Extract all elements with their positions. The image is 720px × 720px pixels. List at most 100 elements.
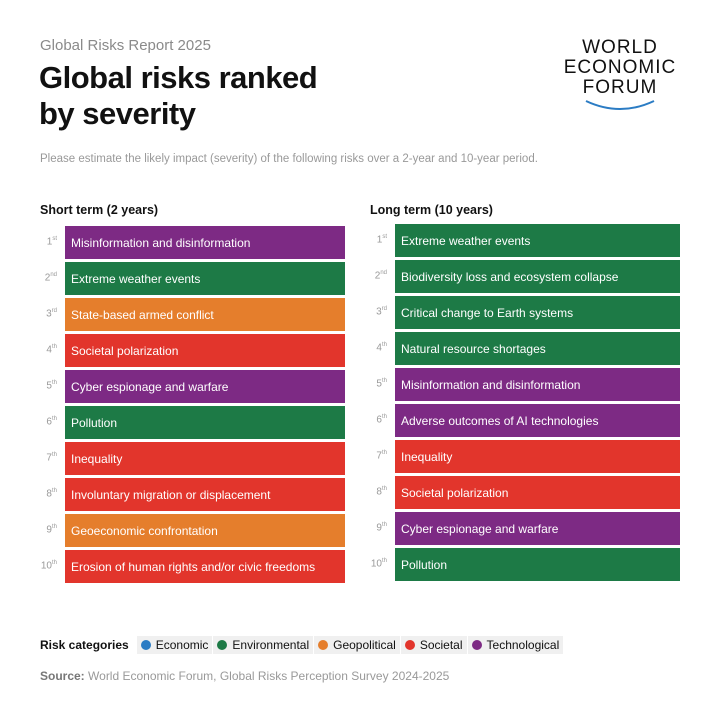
rank: 6th bbox=[27, 416, 57, 427]
risk-row: Extreme weather events bbox=[65, 262, 345, 295]
rank-number: 6 bbox=[376, 414, 382, 426]
rank: 2nd bbox=[27, 272, 57, 283]
rank: 2nd bbox=[357, 270, 387, 281]
rank: 10th bbox=[357, 558, 387, 569]
title: Global risks ranked by severity bbox=[39, 60, 318, 132]
risk-row: Societal polarization bbox=[395, 476, 680, 509]
rank: 3rd bbox=[27, 308, 57, 319]
rank-suffix: th bbox=[51, 380, 57, 386]
rank-suffix: th bbox=[381, 414, 387, 420]
rank-suffix: th bbox=[381, 558, 387, 564]
rank-number: 3 bbox=[46, 308, 52, 320]
rank: 1st bbox=[27, 236, 57, 247]
legend-text: Geopolitical bbox=[333, 638, 396, 652]
logo-line: WORLD bbox=[582, 37, 658, 58]
rank-number: 1 bbox=[376, 234, 383, 246]
logo-arc bbox=[585, 100, 655, 110]
rank-suffix: nd bbox=[380, 270, 387, 276]
rank-number: 7 bbox=[376, 450, 382, 462]
risk-row: Critical change to Earth systems bbox=[395, 296, 680, 329]
rank: 4th bbox=[357, 342, 387, 353]
rank: 8th bbox=[27, 488, 57, 499]
rank-suffix: th bbox=[51, 524, 57, 530]
rank-number: 5 bbox=[376, 378, 382, 390]
rank-number: 5 bbox=[46, 380, 52, 392]
legend-dot bbox=[318, 640, 329, 650]
rank: 5th bbox=[357, 378, 387, 389]
rank: 7th bbox=[27, 452, 57, 463]
kicker: Global Risks Report 2025 bbox=[40, 37, 211, 54]
legend-item: Geopolitical bbox=[314, 636, 400, 654]
rank-suffix: th bbox=[381, 342, 387, 348]
rank-suffix: st bbox=[52, 236, 57, 242]
title-line: by severity bbox=[39, 96, 196, 131]
rank-number: 6 bbox=[46, 416, 52, 428]
rank-number: 4 bbox=[376, 342, 382, 354]
column-heading: Long term (10 years) bbox=[370, 203, 493, 217]
rank: 7th bbox=[357, 450, 387, 461]
logo-line: ECONOMIC bbox=[563, 57, 677, 78]
rank: 9th bbox=[357, 522, 387, 533]
title-line: Global risks ranked bbox=[39, 60, 318, 95]
rank-number: 8 bbox=[46, 488, 52, 500]
rank-number: 7 bbox=[46, 452, 52, 464]
rank-suffix: th bbox=[51, 560, 57, 566]
column-heading: Short term (2 years) bbox=[40, 203, 159, 217]
rank-number: 9 bbox=[376, 522, 382, 534]
risk-row: Pollution bbox=[65, 406, 345, 439]
legend-label: Risk categories bbox=[40, 638, 129, 652]
risk-row: Inequality bbox=[395, 440, 680, 473]
risk-row: Inequality bbox=[65, 442, 345, 475]
rank-suffix: th bbox=[381, 450, 387, 456]
rank-suffix: th bbox=[51, 488, 57, 494]
risk-row: Adverse outcomes of AI technologies bbox=[395, 404, 680, 437]
risk-row: Cyber espionage and warfare bbox=[395, 512, 680, 545]
risk-row: State-based armed conflict bbox=[65, 298, 345, 331]
rank-suffix: rd bbox=[381, 306, 387, 312]
rank-suffix: th bbox=[381, 522, 387, 528]
rank-number: 10 bbox=[40, 560, 52, 572]
legend-dot bbox=[140, 640, 151, 650]
legend-text: Environmental bbox=[232, 638, 310, 652]
logo-line: FORUM bbox=[582, 77, 658, 98]
rank: 6th bbox=[357, 414, 387, 425]
rank-number: 1 bbox=[46, 236, 53, 248]
rank: 5th bbox=[27, 380, 57, 391]
rank: 4th bbox=[27, 344, 57, 355]
legend-dot bbox=[404, 640, 415, 650]
legend-item: Environmental bbox=[213, 636, 314, 654]
risk-row: Misinformation and disinformation bbox=[65, 226, 345, 259]
risk-row: Geoeconomic confrontation bbox=[65, 514, 345, 547]
rank-number: 4 bbox=[46, 344, 52, 356]
risk-row: Involuntary migration or displacement bbox=[65, 478, 345, 511]
rank: 3rd bbox=[357, 306, 387, 317]
legend-item: Technological bbox=[467, 636, 564, 654]
rank: 10th bbox=[27, 560, 57, 571]
risk-row: Natural resource shortages bbox=[395, 332, 680, 365]
rank-number: 2 bbox=[44, 272, 51, 284]
rank-number: 8 bbox=[376, 486, 382, 498]
logo: WORLD ECONOMIC FORUM bbox=[556, 38, 684, 118]
rank: 1st bbox=[357, 234, 387, 245]
rank-number: 3 bbox=[376, 306, 382, 318]
source: Source: World Economic Forum, Global Ris… bbox=[40, 669, 449, 683]
risk-row: Pollution bbox=[395, 548, 680, 581]
legend-dot bbox=[217, 640, 228, 650]
source-text: World Economic Forum, Global Risks Perce… bbox=[88, 669, 450, 683]
rank-suffix: th bbox=[51, 344, 57, 350]
rank: 8th bbox=[357, 486, 387, 497]
legend: Risk categories Economic Environmental Geo… bbox=[40, 636, 564, 654]
rank-suffix: th bbox=[51, 452, 57, 458]
rank-suffix: nd bbox=[50, 272, 57, 278]
risk-row: Cyber espionage and warfare bbox=[65, 370, 345, 403]
rank-number: 2 bbox=[374, 270, 381, 282]
risk-row: Extreme weather events bbox=[395, 224, 680, 257]
risk-row: Biodiversity loss and ecosystem collapse bbox=[395, 260, 680, 293]
legend-item: Societal bbox=[400, 636, 467, 654]
rank-suffix: st bbox=[382, 234, 387, 240]
legend-dot bbox=[471, 640, 482, 650]
legend-text: Technological bbox=[486, 638, 560, 652]
rank: 9th bbox=[27, 524, 57, 535]
rank-suffix: th bbox=[381, 378, 387, 384]
